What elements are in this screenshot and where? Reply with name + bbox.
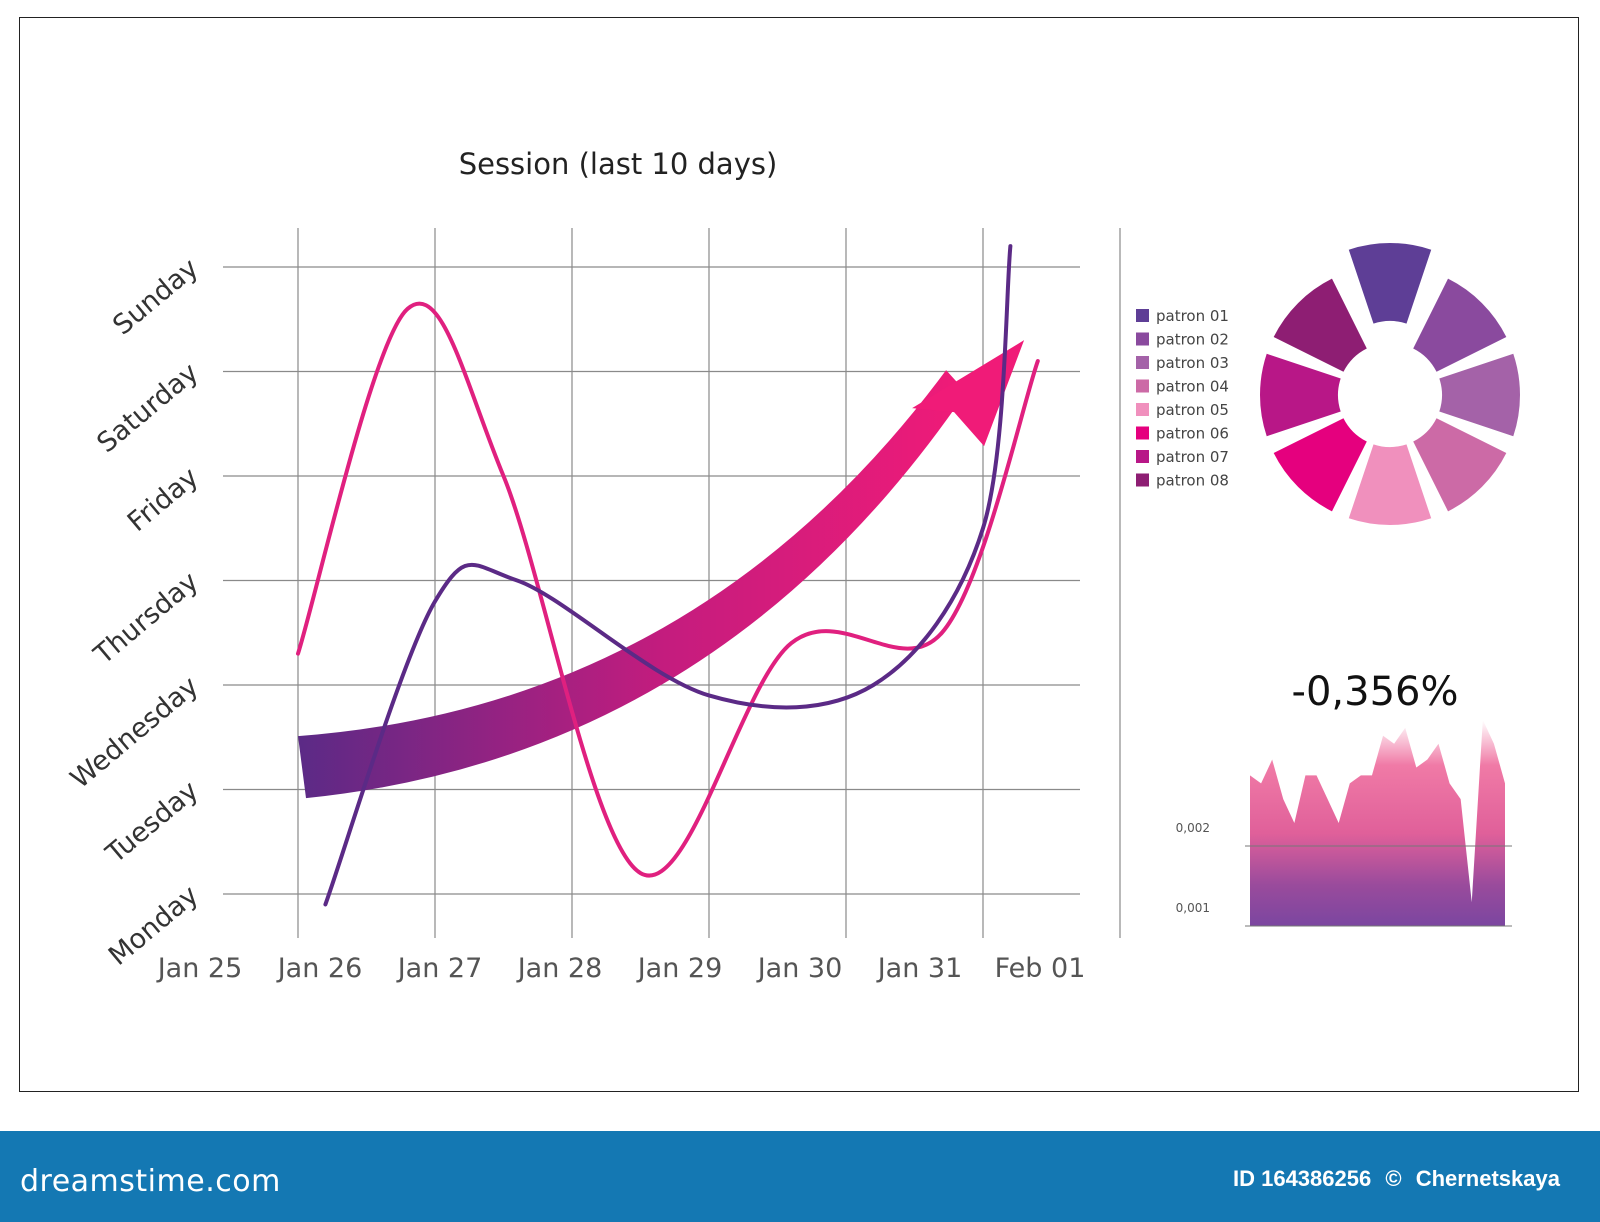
area-fill [1250,719,1505,926]
percent-change-label: -0,356% [1292,669,1459,715]
donut-slice [1348,243,1432,324]
trend-arrow-head [912,340,1025,447]
area-series [1245,719,1512,927]
legend-swatch [1136,426,1149,440]
legend-label: patron 06 [1156,425,1229,443]
trend-arrow-band [298,370,967,799]
donut-slice [1273,278,1367,372]
patron-donut-chart: patron 01 patron 02 patron 03 patron 04 patr… [1136,243,1520,526]
y-tick-label: Thursday [88,566,205,671]
line-series-1 [296,301,1040,878]
y-tick-label: Tuesday [100,775,205,870]
area-tick-label: 0,001 [1176,901,1210,915]
y-tick-label: Sunday [107,253,204,342]
legend-swatch [1136,332,1149,346]
watermark-logo: dreamstime.com [20,1164,281,1199]
y-tick-label: Saturday [91,357,204,459]
x-tick-labels: Jan 25 Jan 26 Jan 27 Jan 28 Jan 29 Jan 30 Jan … [156,953,1086,984]
area-y-tick-labels: 0,001 0,002 [1176,821,1210,915]
session-line-chart: Session (last 10 days) Jan 25 Jan 26 Jan 2… [65,147,1121,984]
donut-slice [1439,353,1520,437]
legend-swatch [1136,356,1149,369]
x-tick-label: Jan 27 [396,953,483,984]
author-name: Chernetskaya [1415,1166,1560,1191]
legend-label: patron 04 [1156,378,1229,396]
horizontal-gridlines [223,266,1080,895]
y-tick-labels: MondayTuesdayWednesdayThursdayFridaySatu… [65,253,205,972]
donut-slice [1273,418,1367,512]
donut-slice [1259,353,1341,437]
donut-slice [1413,278,1507,372]
legend-label: patron 02 [1156,331,1229,349]
percent-area-chart: -0,356% 0,001 0,002 [1176,669,1512,927]
legend-swatch [1136,473,1149,487]
x-tick-label: Jan 25 [156,953,243,984]
legend-label: patron 07 [1156,448,1229,466]
legend-swatch [1136,379,1149,393]
x-tick-label: Feb 01 [995,953,1086,984]
trend-arrow [298,340,1025,799]
legend-label: patron 03 [1156,354,1229,372]
donut-slice [1348,444,1432,526]
vertical-gridlines [297,228,1121,938]
watermark-footer [0,1131,1600,1222]
donut-slices [1259,243,1520,526]
line-series-group [296,244,1040,907]
y-tick-label: Friday [122,462,205,538]
legend-swatch [1136,450,1149,463]
x-tick-label: Jan 28 [516,953,603,984]
copyright-symbol: © [1385,1166,1402,1191]
legend-swatch [1136,309,1149,322]
x-tick-label: Jan 31 [876,953,963,984]
legend-label: patron 05 [1156,401,1229,419]
line-series-2 [323,244,1013,907]
chart-title: Session (last 10 days) [459,147,778,181]
x-tick-label: Jan 26 [276,953,363,984]
x-tick-label: Jan 30 [756,953,843,984]
legend-label: patron 01 [1156,307,1229,325]
x-tick-label: Jan 29 [636,953,723,984]
watermark-credit: ID 164386256 © Chernetskaya [1233,1166,1568,1192]
legend-label: patron 08 [1156,472,1229,490]
legend-swatch [1136,403,1149,416]
area-tick-label: 0,002 [1176,821,1210,835]
donut-legend: patron 01 patron 02 patron 03 patron 04 patr… [1136,307,1229,490]
image-id: ID 164386256 [1232,1166,1372,1191]
donut-slice [1413,418,1507,512]
